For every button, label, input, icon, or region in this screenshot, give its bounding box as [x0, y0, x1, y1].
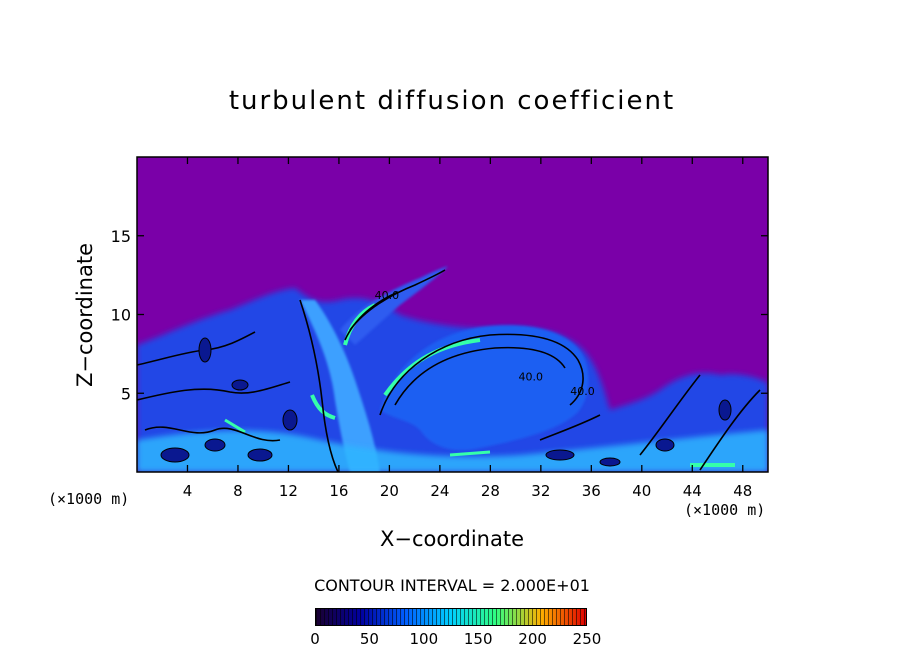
colorbar-tick-label: 250: [572, 630, 602, 648]
contour-interval: CONTOUR INTERVAL = 2.000E+01: [314, 576, 590, 595]
x-tick-label: 40: [632, 482, 651, 500]
streak-cyan-6: [224, 418, 246, 434]
x-unit-label-right: (×1000 m): [684, 501, 766, 519]
x-tick-label: 4: [183, 482, 193, 500]
y-tick-label: 15: [111, 227, 131, 246]
x-tick-label: 36: [582, 482, 601, 500]
eddies: [160, 337, 732, 467]
x-tick-label: 28: [481, 482, 500, 500]
y-axis-label: Z−coordinate: [73, 243, 97, 387]
eddy: [282, 409, 298, 431]
contour-line: [539, 414, 601, 441]
eddy: [160, 447, 190, 463]
eddy: [545, 449, 575, 461]
eddy: [718, 399, 732, 421]
y-tick-label: 5: [121, 384, 131, 403]
colorbar-lines: [316, 609, 586, 625]
field-region-plume-core: [300, 300, 380, 472]
x-tick-label: 8: [233, 482, 243, 500]
streak-cyan-5: [449, 450, 491, 457]
y-tick-label: 10: [111, 306, 131, 325]
contour-line: [299, 299, 339, 472]
streak-cyan-3: [310, 394, 336, 420]
eddy: [204, 438, 226, 452]
colorbar-tick-label: 150: [463, 630, 493, 648]
chart-title: turbulent diffusion coefficient: [228, 86, 676, 116]
eddy: [247, 448, 273, 462]
colorbar-tick-label: 100: [409, 630, 439, 648]
turbulence-field: [137, 266, 768, 472]
contour-lines: [137, 269, 761, 472]
y-axis: 5 10 15: [111, 227, 768, 403]
eddy: [198, 337, 212, 363]
x-tick-label: 12: [279, 482, 298, 500]
x-tick-label: 32: [531, 482, 550, 500]
contour-label: 40.0: [570, 385, 595, 398]
contour-line: [344, 291, 399, 341]
x-tick-label: 48: [733, 482, 752, 500]
x-tick-label: 44: [683, 482, 702, 500]
contour-line: [379, 333, 584, 416]
contour-labels: 40.0 40.0 40.0: [375, 289, 595, 398]
eddy: [231, 379, 249, 391]
contour-line: [349, 269, 446, 331]
contour-line: [137, 381, 291, 401]
contour-line: [394, 346, 566, 406]
x-tick-label: 20: [380, 482, 399, 500]
colorbar-tick-label: 50: [359, 630, 379, 648]
x-tick-label: 24: [430, 482, 449, 500]
contour-line: [639, 374, 701, 456]
colorbar: [315, 608, 587, 626]
colorbar-tick-label: 200: [518, 630, 547, 648]
contour-line: [699, 389, 761, 471]
eddy: [599, 457, 621, 467]
field-region-arch: [380, 325, 589, 451]
x-tick-label: 16: [329, 482, 348, 500]
x-axis-label: X−coordinate: [380, 527, 524, 551]
contour-line: [144, 426, 281, 442]
field-region-tongue: [340, 266, 448, 345]
contour-label: 40.0: [518, 371, 543, 384]
eddy: [655, 438, 675, 452]
colorbar-tick-label: 0: [310, 630, 320, 648]
x-axis: 4 8 12 16 20 24 28 32 36 40 44 48: [183, 157, 752, 500]
contour-label: 40.0: [375, 289, 400, 302]
x-unit-label-left: (×1000 m): [48, 490, 130, 508]
